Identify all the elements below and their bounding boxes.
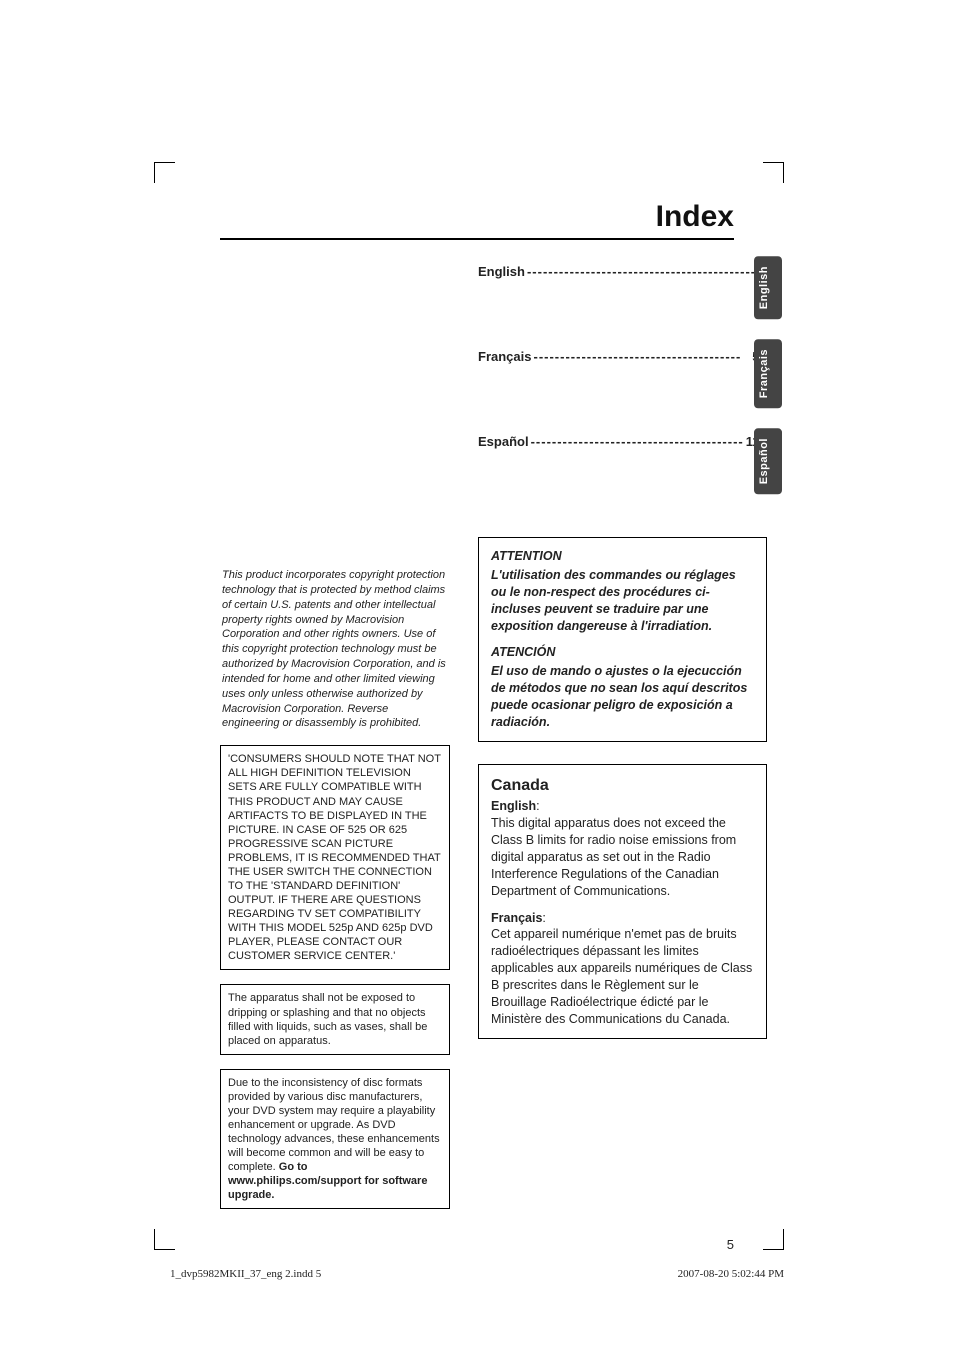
attention-fr-header: ATTENTION: [491, 548, 754, 565]
index-label: Español: [478, 434, 529, 449]
canada-fr-body: Cet appareil numérique n'emet pas de bru…: [491, 927, 752, 1025]
index-leader: ----------------------------------------…: [525, 264, 760, 279]
print-footer: 1_dvp5982MKII_37_eng 2.indd 5 2007-08-20…: [170, 1268, 784, 1280]
title-rule: [220, 238, 734, 240]
language-tabs: English Français Español: [754, 256, 782, 495]
crop-mark-tl: [154, 162, 175, 183]
macrovision-note: This product incorporates copyright prot…: [220, 568, 450, 731]
consumers-note-box: 'CONSUMERS SHOULD NOTE THAT NOT ALL HIGH…: [220, 745, 450, 970]
attention-es-header: ATENCIÓN: [491, 644, 754, 661]
upgrade-note-body: Due to the inconsistency of disc formats…: [228, 1077, 440, 1173]
canada-fr-paragraph: Français: Cet appareil numérique n'emet …: [491, 910, 754, 1028]
page: Index English Français Español This prod…: [0, 0, 954, 1350]
crop-mark-bl: [154, 1229, 175, 1250]
footer-left: 1_dvp5982MKII_37_eng 2.indd 5: [170, 1268, 321, 1280]
footer-right: 2007-08-20 5:02:44 PM: [678, 1268, 784, 1280]
content-area: Index English Français Español This prod…: [220, 200, 734, 1220]
index-line-espanol: Español --------------------------------…: [478, 434, 767, 449]
index-label: Français: [478, 349, 531, 364]
canada-en-paragraph: English: This digital apparatus does not…: [491, 798, 754, 899]
left-spacer: [220, 264, 450, 554]
lang-tab-espanol: Español: [754, 428, 782, 494]
left-column: This product incorporates copyright prot…: [220, 264, 450, 1209]
index-line-francais: Français -------------------------------…: [478, 349, 767, 364]
canada-en-label: English: [491, 799, 536, 813]
index-label: English: [478, 264, 525, 279]
canada-fr-label: Français: [491, 911, 542, 925]
lang-tab-francais: Français: [754, 339, 782, 408]
page-title: Index: [220, 200, 734, 234]
attention-es-body: El uso de mando o ajustes o la ejecucció…: [491, 663, 754, 731]
attention-fr-body: L'utilisation des commandes ou réglages …: [491, 567, 754, 635]
upgrade-note-box: Due to the inconsistency of disc formats…: [220, 1069, 450, 1210]
crop-mark-tr: [763, 162, 784, 183]
index-leader: ----------------------------------------: [529, 434, 746, 449]
index-leader: ---------------------------------------: [531, 349, 752, 364]
columns: This product incorporates copyright prot…: [220, 264, 734, 1209]
canada-box: Canada English: This digital apparatus d…: [478, 764, 767, 1039]
page-number: 5: [727, 1237, 734, 1252]
canada-title: Canada: [491, 775, 754, 797]
attention-box: ATTENTION L'utilisation des commandes ou…: [478, 537, 767, 742]
canada-en-body: This digital apparatus does not exceed t…: [491, 816, 736, 898]
lang-tab-english: English: [754, 256, 782, 319]
crop-mark-br: [763, 1229, 784, 1250]
dripping-note-box: The apparatus shall not be exposed to dr…: [220, 984, 450, 1054]
index-line-english: English --------------------------------…: [478, 264, 767, 279]
right-column: English --------------------------------…: [478, 264, 767, 1209]
